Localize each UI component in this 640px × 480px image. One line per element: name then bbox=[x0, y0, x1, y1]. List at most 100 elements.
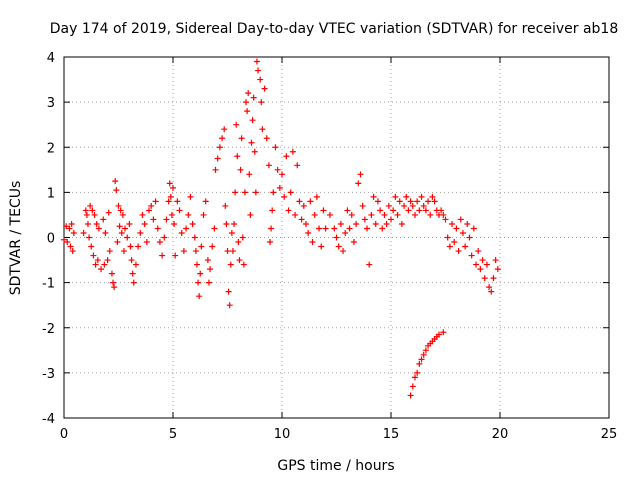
data-point bbox=[191, 234, 198, 241]
data-point bbox=[468, 252, 475, 259]
data-point bbox=[111, 284, 118, 291]
data-point bbox=[245, 90, 252, 97]
data-point bbox=[102, 229, 109, 236]
data-point bbox=[333, 234, 340, 241]
data-point bbox=[124, 234, 131, 241]
data-point bbox=[451, 239, 458, 246]
data-point bbox=[235, 239, 242, 246]
data-point bbox=[364, 225, 371, 232]
data-point bbox=[285, 207, 292, 214]
data-point bbox=[442, 216, 449, 223]
data-point bbox=[403, 193, 410, 200]
data-point bbox=[154, 225, 161, 232]
data-point bbox=[129, 270, 136, 277]
data-point bbox=[89, 207, 96, 214]
data-point bbox=[418, 193, 425, 200]
data-point bbox=[122, 225, 129, 232]
data-point bbox=[82, 207, 89, 214]
data-point bbox=[92, 261, 99, 268]
data-point bbox=[195, 279, 202, 286]
data-point bbox=[453, 225, 460, 232]
data-point bbox=[98, 266, 105, 273]
data-point bbox=[150, 216, 157, 223]
y-tick-label: -3 bbox=[42, 367, 55, 382]
data-point bbox=[202, 198, 209, 205]
data-point bbox=[416, 360, 423, 367]
data-point bbox=[381, 211, 388, 218]
data-point bbox=[257, 76, 264, 83]
data-point bbox=[348, 211, 355, 218]
data-points bbox=[61, 58, 501, 399]
data-point bbox=[270, 189, 277, 196]
data-point bbox=[143, 239, 150, 246]
data-point bbox=[470, 225, 477, 232]
data-point bbox=[139, 211, 146, 218]
data-point bbox=[383, 220, 390, 227]
data-point bbox=[63, 223, 70, 230]
data-point bbox=[420, 202, 427, 209]
data-point bbox=[431, 198, 438, 205]
data-point bbox=[216, 144, 223, 151]
data-point bbox=[459, 229, 466, 236]
data-point bbox=[115, 202, 122, 209]
data-point bbox=[486, 284, 493, 291]
data-point bbox=[309, 239, 316, 246]
data-point bbox=[311, 211, 318, 218]
data-point bbox=[302, 220, 309, 227]
data-point bbox=[237, 166, 244, 173]
data-point bbox=[307, 198, 314, 205]
data-point bbox=[374, 198, 381, 205]
data-point bbox=[255, 67, 262, 74]
data-point bbox=[224, 248, 231, 255]
x-tick-label: 0 bbox=[60, 427, 68, 442]
data-point bbox=[118, 229, 125, 236]
data-point bbox=[93, 220, 100, 227]
data-point bbox=[446, 243, 453, 250]
data-point bbox=[66, 225, 73, 232]
data-point bbox=[407, 198, 414, 205]
data-point bbox=[90, 252, 97, 259]
data-point bbox=[296, 198, 303, 205]
data-point bbox=[405, 207, 412, 214]
data-point bbox=[170, 184, 176, 191]
data-point bbox=[117, 207, 124, 214]
data-point bbox=[205, 279, 212, 286]
data-point bbox=[192, 248, 199, 255]
data-point bbox=[251, 148, 258, 155]
data-point bbox=[276, 184, 283, 191]
data-point bbox=[159, 252, 166, 259]
data-point bbox=[344, 207, 351, 214]
data-point bbox=[366, 261, 373, 268]
data-point bbox=[91, 211, 98, 218]
data-point bbox=[475, 248, 482, 255]
data-point bbox=[346, 225, 353, 232]
data-point bbox=[455, 248, 462, 255]
data-point bbox=[357, 171, 364, 178]
data-point bbox=[279, 171, 285, 178]
data-point bbox=[318, 243, 325, 250]
data-point bbox=[305, 229, 312, 236]
data-point bbox=[161, 234, 168, 241]
data-point bbox=[292, 211, 299, 218]
data-point bbox=[228, 229, 235, 236]
data-point bbox=[444, 234, 451, 241]
data-point bbox=[272, 144, 279, 151]
y-axis-label: SDTVAR / TECUs bbox=[8, 181, 24, 296]
x-tick-label: 10 bbox=[274, 427, 291, 442]
data-point bbox=[101, 261, 108, 268]
data-point bbox=[283, 153, 290, 160]
data-point bbox=[130, 279, 137, 286]
data-point bbox=[252, 189, 259, 196]
data-point bbox=[350, 239, 357, 246]
data-point bbox=[466, 234, 473, 241]
data-point bbox=[183, 225, 190, 232]
y-tick-label: 4 bbox=[47, 51, 55, 66]
data-point bbox=[80, 229, 87, 236]
data-point bbox=[61, 236, 67, 243]
data-point bbox=[259, 126, 266, 133]
data-point bbox=[281, 193, 288, 200]
data-point bbox=[320, 207, 327, 214]
data-point bbox=[68, 220, 75, 227]
data-point bbox=[152, 198, 159, 205]
